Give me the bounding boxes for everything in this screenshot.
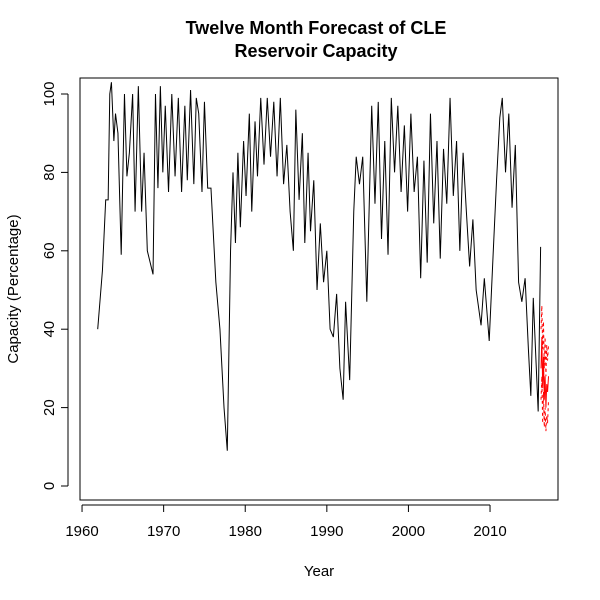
x-tick-label: 2010 — [473, 523, 506, 540]
x-tick-label: 1990 — [310, 523, 343, 540]
chart-title: Twelve Month Forecast of CLE — [186, 18, 447, 38]
y-tick-label: 60 — [41, 242, 58, 259]
y-axis-title: Capacity (Percentage) — [5, 214, 22, 363]
y-tick-label: 0 — [41, 482, 58, 490]
x-tick-label: 1960 — [65, 523, 98, 540]
data-line — [540, 337, 550, 408]
x-tick-label: 1980 — [229, 523, 262, 540]
y-tick-label: 80 — [41, 164, 58, 181]
x-axis-title: Year — [304, 563, 334, 580]
data-line — [540, 376, 550, 432]
y-tick-label: 100 — [41, 81, 58, 106]
x-tick-label: 1970 — [147, 523, 180, 540]
data-line — [540, 305, 550, 377]
y-tick-label: 20 — [41, 399, 58, 416]
x-tick-label: 2000 — [392, 523, 425, 540]
data-line — [97, 82, 542, 451]
chart-title: Reservoir Capacity — [234, 41, 397, 61]
y-tick-label: 40 — [41, 321, 58, 338]
plot-frame — [79, 77, 559, 501]
